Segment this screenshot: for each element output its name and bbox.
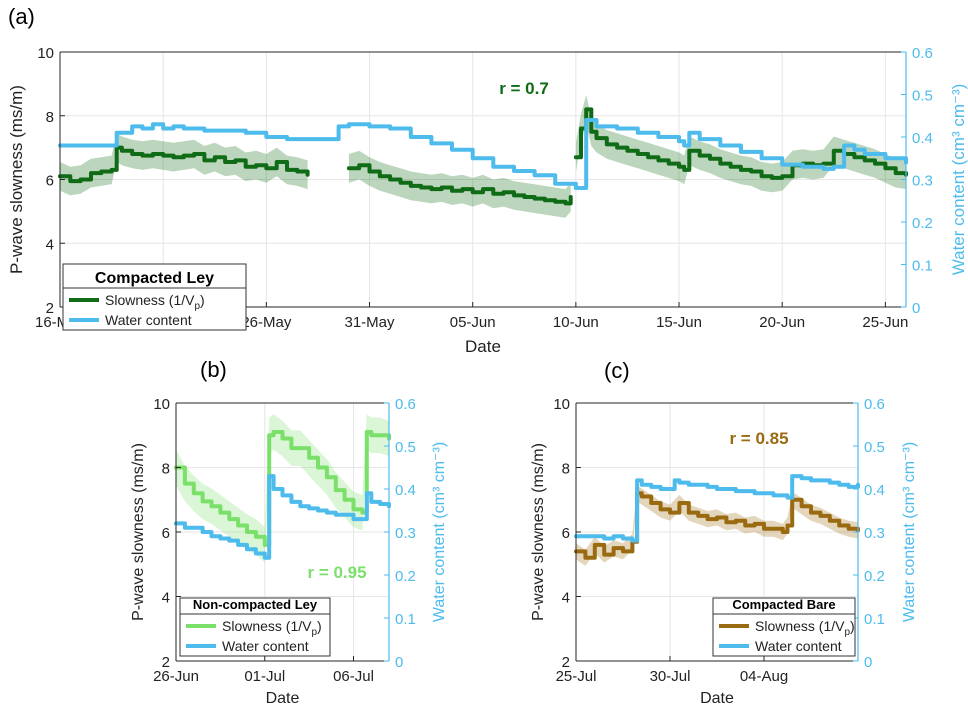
y-axis-label-right: Water content (cm³ cm⁻³) — [949, 84, 968, 276]
y-tick-label-left: 2 — [162, 654, 170, 671]
x-tick-label: 04-Aug — [740, 668, 788, 685]
y-tick-label-right: 0.1 — [912, 258, 933, 275]
y-axis-label-right: Water content (cm³ cm⁻³) — [901, 442, 918, 622]
y-tick-label-right: 0.2 — [864, 568, 885, 585]
x-tick-label: 31-May — [344, 314, 395, 331]
legend-label: Slowness (1/Vp) — [105, 292, 205, 312]
x-tick-label: 30-Jul — [650, 668, 691, 685]
y-tick-label-left: 6 — [162, 525, 170, 542]
y-tick-label-left: 2 — [46, 300, 54, 317]
y-tick-label-right: 0.3 — [912, 173, 933, 190]
y-tick-label-right: 0.5 — [864, 439, 885, 456]
panel-label-a: (a) — [8, 4, 35, 29]
y-tick-label-left: 10 — [553, 396, 570, 413]
y-tick-label-right: 0.5 — [395, 439, 416, 456]
water-content-line — [574, 474, 860, 543]
y-tick-label-right: 0.1 — [864, 611, 885, 628]
y-tick-label-right: 0 — [912, 300, 920, 317]
y-axis-label-right: Water content (cm³ cm⁻³) — [431, 442, 448, 622]
y-tick-label-right: 0 — [864, 654, 872, 671]
legend-title: Non-compacted Ley — [193, 597, 318, 612]
y-tick-label-right: 0.3 — [864, 525, 885, 542]
slowness-line — [346, 163, 573, 206]
y-tick-label-left: 4 — [562, 590, 570, 607]
y-tick-label-left: 10 — [37, 45, 54, 62]
y-tick-label-left: 4 — [162, 590, 170, 607]
y-tick-label-left: 8 — [562, 461, 570, 478]
x-tick-label: 06-Jul — [333, 668, 374, 685]
panel-label-c: (c) — [604, 358, 630, 383]
slowness-line — [573, 107, 908, 180]
x-tick-label: 15-Jun — [656, 314, 702, 331]
correlation-annotation: r = 0.85 — [729, 429, 788, 448]
slowness-line — [574, 491, 860, 560]
x-tick-label: 01-Jul — [244, 668, 285, 685]
y-tick-label-right: 0.4 — [912, 130, 933, 147]
y-tick-label-left: 6 — [46, 173, 54, 190]
y-axis-label-left: P-wave slowness (ms/m) — [530, 443, 547, 621]
x-tick-label: 05-Jun — [450, 314, 496, 331]
y-tick-label-right: 0.1 — [395, 611, 416, 628]
x-axis-label: Date — [700, 690, 734, 707]
x-axis-label: Date — [465, 337, 501, 356]
y-tick-label-right: 0.5 — [912, 88, 933, 105]
slowness-line — [174, 430, 391, 547]
y-tick-label-left: 8 — [46, 109, 54, 126]
water-content-line — [174, 474, 391, 560]
legend-title: Compacted Bare — [732, 597, 835, 612]
panel-b: 26-Jun 01-Jul 06-Jul 2 4 6 8 10 0 0.1 0.2 0.3 0.4 0.5… — [130, 396, 448, 707]
y-tick-label-left: 4 — [46, 236, 54, 253]
x-tick-label: 26-Jun — [153, 668, 199, 685]
x-tick-label: 25-Jun — [862, 314, 908, 331]
y-tick-label-right: 0.3 — [395, 525, 416, 542]
y-tick-label-left: 10 — [153, 396, 170, 413]
slowness-line — [58, 145, 310, 184]
legend-label: Water content — [222, 638, 309, 654]
y-tick-label-right: 0.2 — [395, 568, 416, 585]
legend-label: Water content — [755, 638, 842, 654]
y-axis-label-left: P-wave slowness (ms/m) — [130, 443, 147, 621]
y-tick-label-right: 0.2 — [912, 215, 933, 232]
legend-label: Water content — [105, 312, 192, 328]
x-tick-label: 20-Jun — [759, 314, 805, 331]
y-tick-label-left: 6 — [562, 525, 570, 542]
legend-label: Slowness (1/Vp) — [755, 618, 855, 638]
water-content-line — [58, 118, 908, 190]
x-tick-label: 26-May — [241, 314, 292, 331]
uncertainty-band — [176, 414, 389, 563]
panel-label-b: (b) — [200, 357, 227, 382]
y-tick-label-right: 0 — [395, 654, 403, 671]
legend-label: Slowness (1/Vp) — [222, 618, 322, 638]
y-tick-label-right: 0.6 — [864, 396, 885, 413]
uncertainty-band — [576, 485, 858, 566]
y-tick-label-right: 0.4 — [395, 482, 416, 499]
uncertainty-band — [348, 150, 571, 218]
y-tick-label-right: 0.4 — [864, 482, 885, 499]
correlation-annotation: r = 0.95 — [307, 563, 366, 582]
panel-a: 16-May21-May26-May31-May05-Jun10-Jun15-J… — [7, 45, 968, 356]
x-tick-label: 25-Jul — [556, 668, 597, 685]
y-tick-label-left: 2 — [562, 654, 570, 671]
x-tick-label: 10-Jun — [553, 314, 599, 331]
panel-c: 25-Jul 30-Jul 04-Aug 2 4 6 8 10 0 0.1 0.2 0.3 0.4 0.5… — [530, 396, 918, 707]
y-tick-label-right: 0.6 — [912, 45, 933, 62]
y-tick-label-left: 8 — [162, 461, 170, 478]
legend-title: Compacted Ley — [95, 270, 214, 287]
correlation-annotation: r = 0.7 — [499, 79, 549, 98]
y-axis-label-left: P-wave slowness (ms/m) — [7, 85, 26, 274]
y-tick-label-right: 0.6 — [395, 396, 416, 413]
x-axis-label: Date — [266, 690, 300, 707]
